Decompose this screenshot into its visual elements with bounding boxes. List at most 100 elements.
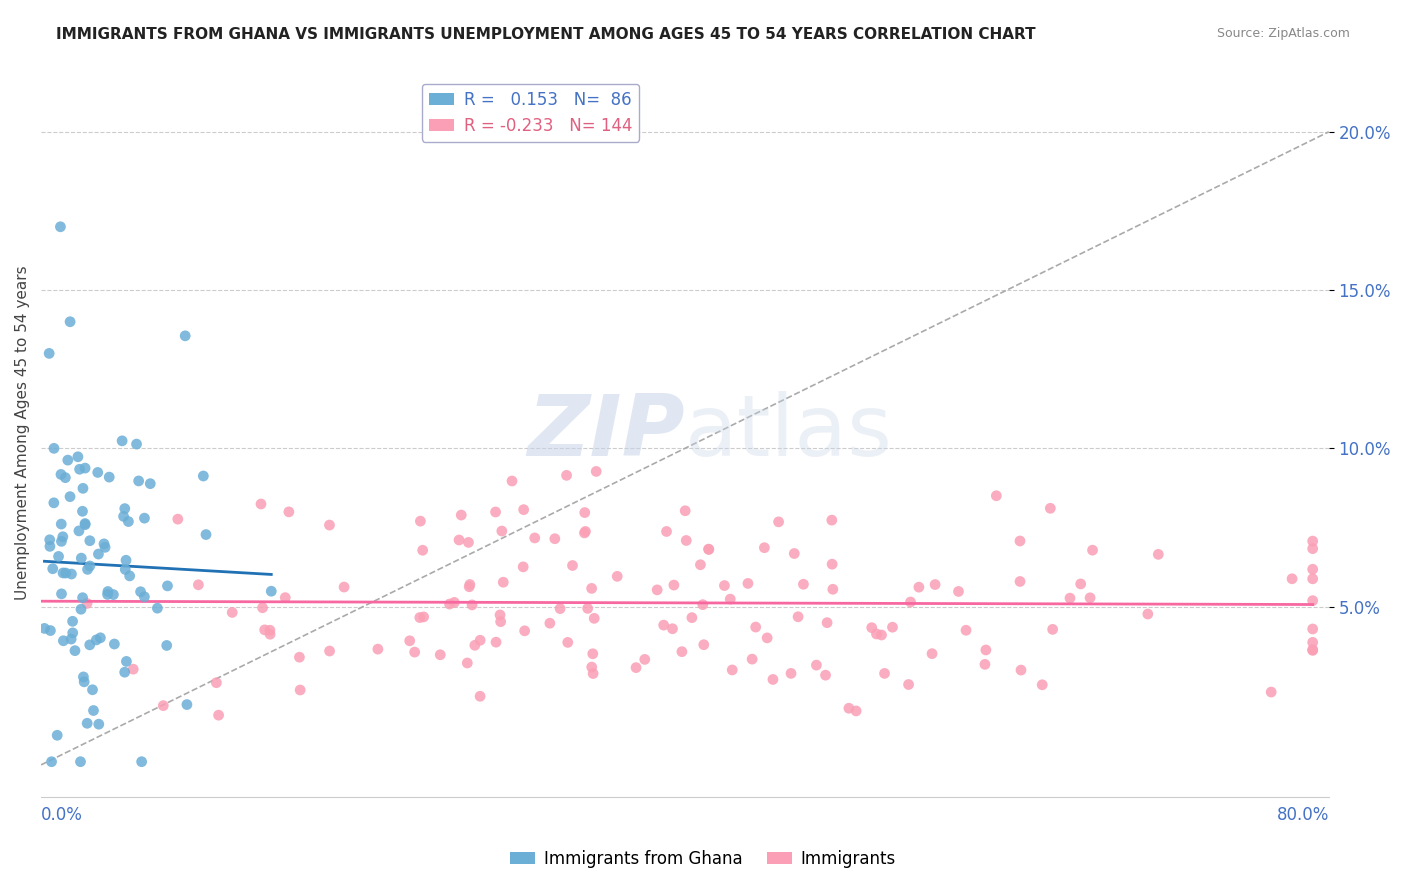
Point	[129, 584, 152, 599]
Point	[66, 450, 89, 464]
Point	[645, 582, 668, 597]
Point	[986, 489, 1008, 503]
Point	[1010, 663, 1032, 677]
Point	[87, 547, 110, 561]
Point	[252, 600, 274, 615]
Text: ZIP: ZIP	[527, 391, 685, 474]
Point	[409, 610, 432, 624]
Point	[821, 513, 844, 527]
Point	[288, 650, 311, 665]
Point	[429, 648, 451, 662]
Point	[34, 621, 56, 635]
Point	[692, 598, 714, 612]
Point	[205, 675, 228, 690]
Point	[557, 635, 579, 649]
Point	[70, 551, 93, 566]
Point	[860, 621, 883, 635]
Point	[195, 527, 218, 541]
Point	[48, 549, 70, 564]
Point	[274, 591, 297, 605]
Point	[260, 584, 283, 599]
Point	[576, 601, 599, 615]
Point	[112, 509, 135, 524]
Point	[806, 658, 828, 673]
Point	[1281, 572, 1303, 586]
Point	[780, 666, 803, 681]
Point	[67, 524, 90, 538]
Point	[974, 657, 997, 672]
Point	[98, 470, 121, 484]
Point	[501, 474, 523, 488]
Point	[82, 704, 104, 718]
Point	[634, 652, 657, 666]
Point	[156, 579, 179, 593]
Point	[42, 562, 65, 576]
Legend: R =   0.153   N=  86, R = -0.233   N= 144: R = 0.153 N= 86, R = -0.233 N= 144	[422, 84, 638, 142]
Point	[166, 512, 188, 526]
Point	[259, 624, 281, 638]
Point	[146, 601, 169, 615]
Point	[461, 598, 484, 612]
Point	[513, 624, 536, 638]
Point	[697, 542, 720, 557]
Point	[754, 541, 776, 555]
Point	[139, 476, 162, 491]
Point	[489, 615, 512, 629]
Point	[82, 682, 104, 697]
Point	[114, 665, 136, 680]
Point	[117, 515, 139, 529]
Text: Source: ZipAtlas.com: Source: ZipAtlas.com	[1216, 27, 1350, 40]
Point	[114, 562, 136, 576]
Point	[512, 559, 534, 574]
Point	[538, 616, 561, 631]
Point	[73, 674, 96, 689]
Point	[62, 615, 84, 629]
Point	[1302, 622, 1324, 636]
Point	[492, 575, 515, 590]
Point	[744, 620, 766, 634]
Point	[821, 582, 844, 597]
Point	[1059, 591, 1081, 606]
Point	[1042, 623, 1064, 637]
Point	[277, 505, 299, 519]
Point	[485, 635, 508, 649]
Point	[574, 524, 596, 539]
Text: 0.0%: 0.0%	[41, 806, 83, 824]
Point	[187, 578, 209, 592]
Point	[72, 670, 94, 684]
Point	[450, 508, 472, 522]
Point	[1260, 685, 1282, 699]
Point	[762, 673, 785, 687]
Point	[581, 660, 603, 674]
Legend: Immigrants from Ghana, Immigrants: Immigrants from Ghana, Immigrants	[503, 844, 903, 875]
Point	[512, 502, 534, 516]
Point	[443, 595, 465, 609]
Point	[1081, 543, 1104, 558]
Point	[111, 434, 134, 448]
Point	[288, 683, 311, 698]
Point	[76, 562, 98, 576]
Point	[821, 557, 844, 571]
Point	[583, 611, 606, 625]
Point	[1302, 572, 1324, 586]
Point	[193, 469, 215, 483]
Point	[787, 609, 810, 624]
Point	[60, 567, 83, 582]
Point	[49, 219, 72, 234]
Point	[1302, 593, 1324, 607]
Point	[585, 465, 607, 479]
Point	[52, 633, 75, 648]
Point	[221, 606, 243, 620]
Point	[1136, 607, 1159, 621]
Text: atlas: atlas	[685, 391, 893, 474]
Point	[718, 592, 741, 607]
Point	[456, 656, 478, 670]
Point	[42, 496, 65, 510]
Point	[87, 717, 110, 731]
Point	[1008, 574, 1031, 589]
Point	[115, 655, 138, 669]
Point	[544, 532, 567, 546]
Point	[72, 504, 94, 518]
Point	[103, 637, 125, 651]
Point	[1147, 547, 1170, 561]
